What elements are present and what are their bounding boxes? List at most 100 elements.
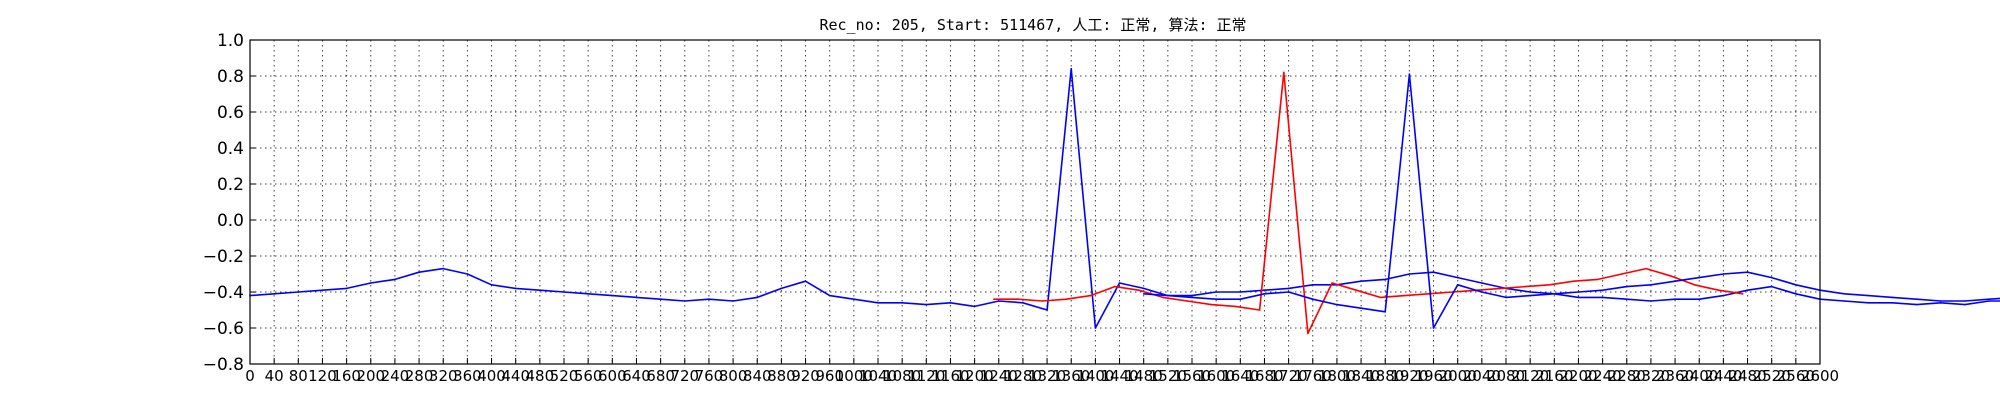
data-point xyxy=(684,300,686,302)
data-point xyxy=(1428,293,1430,295)
data-point xyxy=(660,298,662,300)
data-point xyxy=(1259,309,1261,311)
y-tick-label: 0.0 xyxy=(217,211,244,231)
data-point xyxy=(1215,298,1217,300)
data-point xyxy=(1143,293,1145,295)
data-point xyxy=(1669,275,1671,277)
data-point xyxy=(1264,293,1266,295)
data-point xyxy=(1500,288,1502,290)
data-point xyxy=(1481,282,1483,284)
data-point xyxy=(1211,304,1213,306)
data-point xyxy=(370,282,372,284)
x-tick-label: 2600 xyxy=(1801,367,1839,385)
data-point xyxy=(877,302,879,304)
data-point xyxy=(1114,286,1116,288)
data-point xyxy=(515,288,517,290)
data-point xyxy=(1095,327,1097,329)
data-point xyxy=(1312,284,1314,286)
data-point xyxy=(1288,288,1290,290)
chart-title: Rec_no: 205, Start: 511467, 人工: 正常, 算法: … xyxy=(819,16,1246,34)
data-point xyxy=(1360,307,1362,309)
data-point xyxy=(1307,333,1309,335)
data-point xyxy=(1384,279,1386,281)
ecg-series-3 xyxy=(1144,72,2000,340)
y-tick-label: 0.6 xyxy=(217,103,244,123)
data-point xyxy=(1988,298,1990,300)
ecg-series-1 xyxy=(250,69,2000,337)
data-point xyxy=(998,300,1000,302)
data-point xyxy=(1433,327,1435,329)
data-point xyxy=(1191,295,1193,297)
data-point xyxy=(1283,72,1285,74)
data-point xyxy=(1433,271,1435,273)
x-tick-label: 40 xyxy=(265,367,284,385)
data-point xyxy=(1481,291,1483,293)
data-point xyxy=(1264,289,1266,291)
data-point xyxy=(1747,289,1749,291)
data-point xyxy=(1186,300,1188,302)
data-point xyxy=(1215,291,1217,293)
data-point xyxy=(587,293,589,295)
data-point xyxy=(1771,277,1773,279)
data-point xyxy=(1602,289,1604,291)
data-point xyxy=(1892,297,1894,299)
data-point xyxy=(1360,280,1362,282)
data-point xyxy=(1626,286,1628,288)
data-point xyxy=(1964,300,1966,302)
data-point xyxy=(732,300,734,302)
data-point xyxy=(1017,298,1019,300)
data-point xyxy=(853,298,855,300)
y-tick-label: −0.2 xyxy=(203,247,244,267)
data-point xyxy=(1718,289,1720,291)
data-point xyxy=(1742,293,1744,295)
data-point xyxy=(1505,297,1507,299)
data-point xyxy=(1046,309,1048,311)
data-point xyxy=(1022,302,1024,304)
data-point xyxy=(1940,302,1942,304)
data-point xyxy=(829,295,831,297)
data-point xyxy=(1723,273,1725,275)
data-point xyxy=(1940,300,1942,302)
y-tick-label: −0.6 xyxy=(203,319,244,339)
data-point xyxy=(1355,289,1357,291)
data-point xyxy=(1843,293,1845,295)
data-point xyxy=(1457,277,1459,279)
data-point xyxy=(539,289,541,291)
ecg-series-group xyxy=(249,68,2000,341)
data-point xyxy=(612,295,614,297)
data-point xyxy=(926,304,928,306)
y-tick-label: 1.0 xyxy=(217,31,244,51)
data-point xyxy=(974,306,976,308)
data-point xyxy=(1868,302,1870,304)
data-point xyxy=(1650,300,1652,302)
data-point xyxy=(1138,289,1140,291)
data-point xyxy=(1674,298,1676,300)
data-point xyxy=(781,288,783,290)
data-point xyxy=(1602,297,1604,299)
y-tick-label: −0.8 xyxy=(203,355,244,375)
data-point xyxy=(1674,280,1676,282)
data-point xyxy=(563,291,565,293)
data-point xyxy=(1119,282,1121,284)
data-point xyxy=(1288,291,1290,293)
data-point xyxy=(636,297,638,299)
data-point xyxy=(1041,300,1043,302)
data-point xyxy=(1597,279,1599,281)
y-tick-label: 0.2 xyxy=(217,175,244,195)
data-point xyxy=(901,302,903,304)
data-point xyxy=(1525,286,1527,288)
x-axis-ticks: 0 40 80 12016020024028032036040044048052056… xyxy=(245,358,1839,385)
data-point xyxy=(1621,273,1623,275)
data-point xyxy=(1578,291,1580,293)
data-point xyxy=(1070,68,1072,70)
data-point xyxy=(1916,304,1918,306)
data-point xyxy=(756,297,758,299)
data-point xyxy=(1312,298,1314,300)
grid-lines xyxy=(250,40,1820,364)
data-point xyxy=(1404,295,1406,297)
data-point xyxy=(1380,297,1382,299)
data-point xyxy=(805,280,807,282)
data-point xyxy=(950,302,952,304)
data-point xyxy=(1795,293,1797,295)
